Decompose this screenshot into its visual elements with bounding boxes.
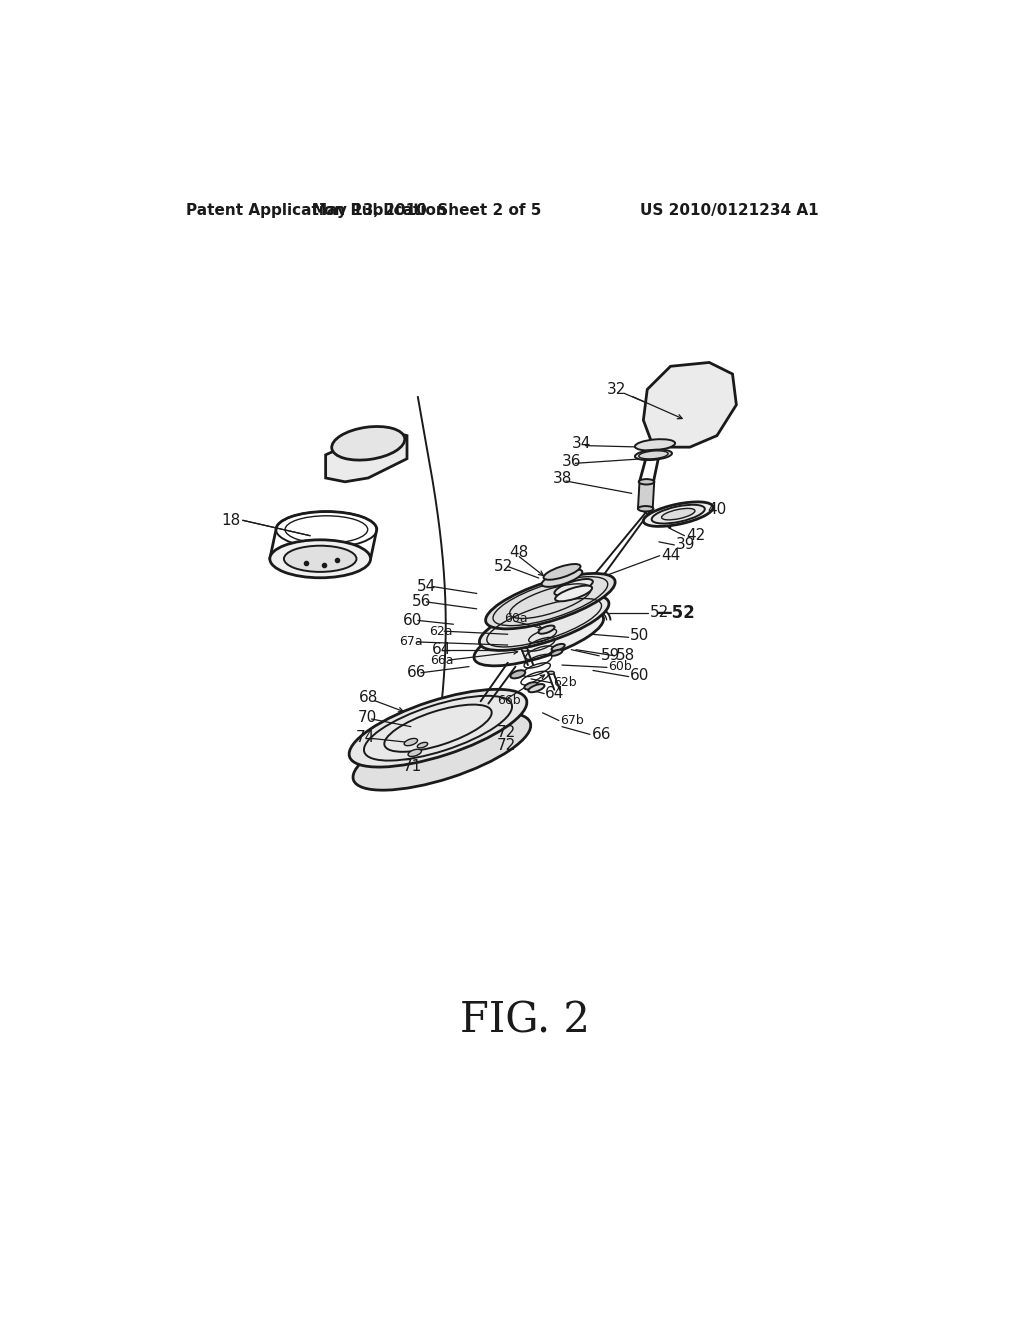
Polygon shape — [643, 363, 736, 447]
Text: 64: 64 — [432, 642, 452, 657]
Text: May 13, 2010  Sheet 2 of 5: May 13, 2010 Sheet 2 of 5 — [311, 203, 541, 218]
Text: 54: 54 — [417, 579, 436, 594]
Text: 62a: 62a — [429, 624, 453, 638]
Text: 66: 66 — [407, 665, 427, 680]
Ellipse shape — [635, 440, 675, 450]
Text: Patent Application Publication: Patent Application Publication — [186, 203, 446, 218]
Text: 52: 52 — [649, 605, 669, 620]
Ellipse shape — [404, 738, 418, 746]
Ellipse shape — [551, 649, 562, 656]
Text: 62b: 62b — [553, 676, 577, 689]
Text: 40: 40 — [708, 502, 727, 517]
Text: 66a: 66a — [430, 653, 454, 667]
Text: 42: 42 — [686, 528, 706, 544]
Text: 67b: 67b — [560, 714, 585, 727]
Text: FIG. 2: FIG. 2 — [460, 999, 590, 1041]
Ellipse shape — [408, 750, 422, 756]
Text: 56: 56 — [412, 594, 431, 610]
Ellipse shape — [542, 569, 583, 587]
Text: 66: 66 — [592, 727, 611, 742]
Text: 60: 60 — [403, 612, 423, 628]
Text: 36: 36 — [562, 454, 582, 469]
Text: 72: 72 — [497, 725, 516, 739]
Ellipse shape — [643, 502, 713, 527]
Text: US 2010/0121234 A1: US 2010/0121234 A1 — [640, 203, 818, 218]
Text: 44: 44 — [662, 548, 681, 564]
Polygon shape — [326, 432, 407, 482]
Text: 67a: 67a — [399, 635, 423, 648]
Text: 38: 38 — [553, 471, 572, 486]
Ellipse shape — [349, 689, 527, 767]
Ellipse shape — [638, 506, 653, 511]
Text: 58: 58 — [616, 648, 636, 663]
Ellipse shape — [651, 504, 705, 524]
Text: 68: 68 — [359, 690, 378, 705]
Ellipse shape — [510, 671, 525, 678]
Text: 52: 52 — [494, 558, 513, 574]
Text: 18: 18 — [221, 512, 241, 528]
Ellipse shape — [555, 586, 592, 602]
Text: 60b: 60b — [608, 660, 632, 673]
Ellipse shape — [639, 479, 654, 484]
Ellipse shape — [332, 426, 404, 461]
Text: 72: 72 — [497, 738, 516, 752]
Ellipse shape — [474, 610, 603, 665]
Text: 66b: 66b — [497, 694, 520, 708]
Text: 34: 34 — [572, 436, 592, 451]
Text: 59: 59 — [601, 648, 621, 663]
Text: 60: 60 — [630, 668, 649, 684]
Ellipse shape — [353, 713, 530, 791]
Ellipse shape — [662, 508, 695, 520]
Text: —52: —52 — [655, 603, 694, 622]
Text: 64: 64 — [545, 686, 564, 701]
Ellipse shape — [418, 742, 428, 748]
Ellipse shape — [548, 671, 554, 675]
Ellipse shape — [539, 626, 555, 634]
Ellipse shape — [521, 648, 528, 651]
Ellipse shape — [635, 450, 672, 461]
Ellipse shape — [284, 545, 356, 572]
Text: 48: 48 — [509, 545, 528, 560]
Polygon shape — [638, 482, 654, 508]
Text: 74: 74 — [356, 730, 375, 744]
Text: 70: 70 — [357, 710, 377, 725]
Ellipse shape — [479, 595, 609, 651]
Ellipse shape — [544, 564, 581, 579]
Text: 71: 71 — [403, 759, 422, 775]
Text: 39: 39 — [676, 537, 695, 553]
Ellipse shape — [528, 684, 545, 692]
Ellipse shape — [554, 579, 593, 595]
Ellipse shape — [270, 540, 371, 578]
Text: 60a: 60a — [504, 612, 527, 626]
Ellipse shape — [552, 644, 565, 651]
Ellipse shape — [524, 682, 538, 689]
Text: 32: 32 — [607, 381, 627, 397]
Ellipse shape — [485, 573, 615, 628]
Text: 50: 50 — [630, 628, 649, 643]
